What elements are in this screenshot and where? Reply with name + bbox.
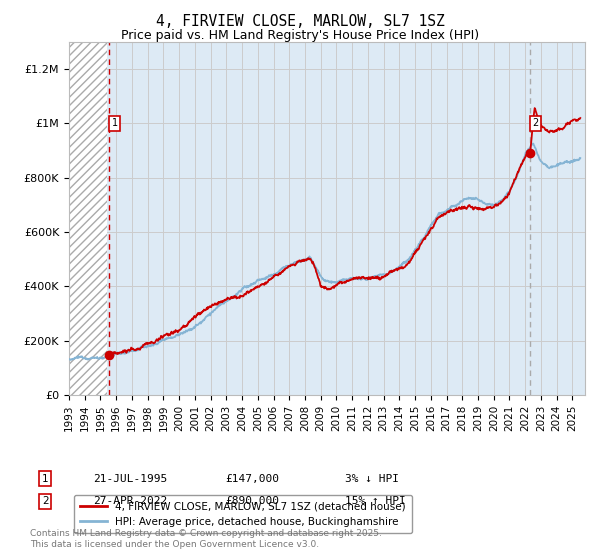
Text: Price paid vs. HM Land Registry's House Price Index (HPI): Price paid vs. HM Land Registry's House … <box>121 29 479 42</box>
Text: 1: 1 <box>112 118 118 128</box>
Text: 4, FIRVIEW CLOSE, MARLOW, SL7 1SZ: 4, FIRVIEW CLOSE, MARLOW, SL7 1SZ <box>155 14 445 29</box>
Text: Contains HM Land Registry data © Crown copyright and database right 2025.
This d: Contains HM Land Registry data © Crown c… <box>30 529 382 549</box>
Text: 15% ↑ HPI: 15% ↑ HPI <box>345 496 406 506</box>
Text: 2: 2 <box>42 496 49 506</box>
Legend: 4, FIRVIEW CLOSE, MARLOW, SL7 1SZ (detached house), HPI: Average price, detached: 4, FIRVIEW CLOSE, MARLOW, SL7 1SZ (detac… <box>74 495 412 533</box>
Text: 1: 1 <box>42 474 49 484</box>
Text: 27-APR-2022: 27-APR-2022 <box>93 496 167 506</box>
Text: 3% ↓ HPI: 3% ↓ HPI <box>345 474 399 484</box>
Text: £890,000: £890,000 <box>225 496 279 506</box>
Text: £147,000: £147,000 <box>225 474 279 484</box>
Text: 2: 2 <box>533 118 539 128</box>
Text: 21-JUL-1995: 21-JUL-1995 <box>93 474 167 484</box>
